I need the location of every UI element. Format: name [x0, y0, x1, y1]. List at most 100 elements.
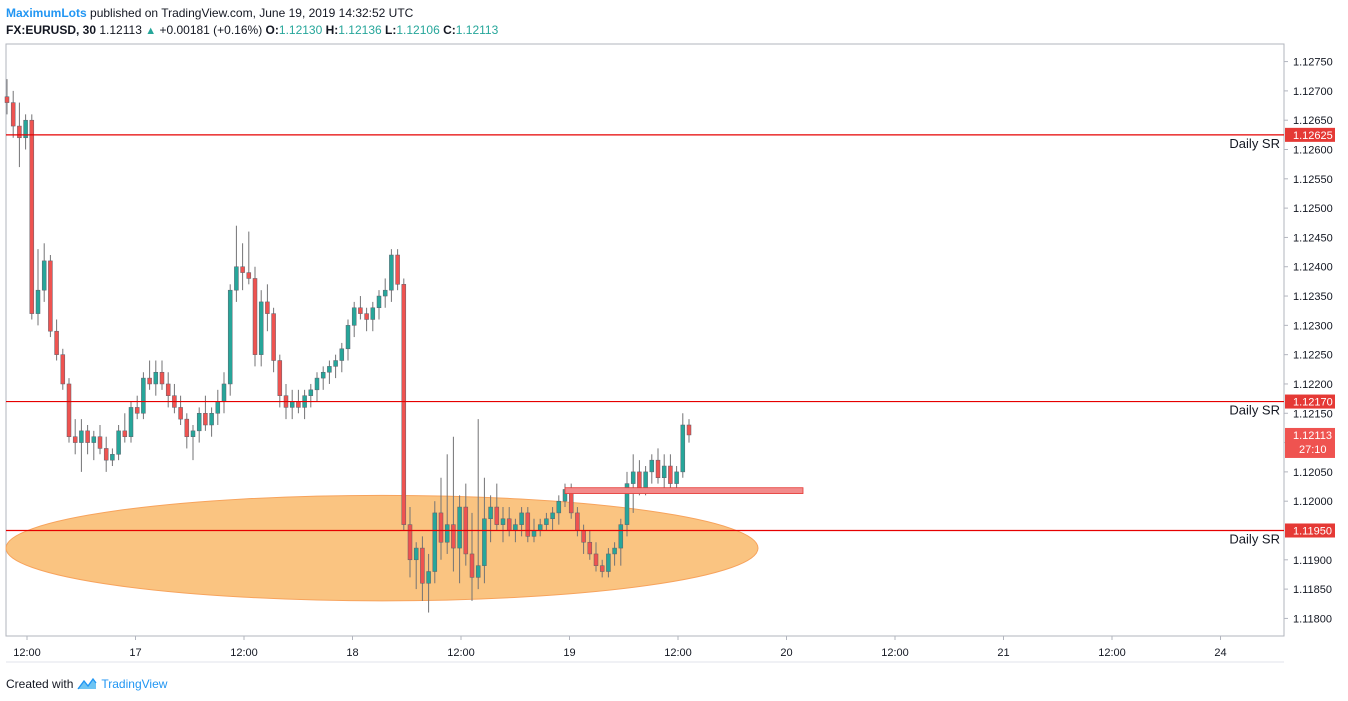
- candle: [618, 518, 624, 566]
- candle: [128, 401, 134, 443]
- candle-body: [271, 313, 276, 361]
- open-label: O:: [265, 23, 279, 37]
- candle-body: [289, 401, 295, 408]
- candle: [370, 301, 376, 332]
- current-price-label: 1.12113: [1293, 430, 1332, 442]
- candle: [382, 278, 388, 308]
- candle-body: [444, 524, 450, 543]
- candle-body: [612, 547, 617, 555]
- candle: [327, 360, 332, 384]
- candle: [66, 378, 72, 443]
- candle-body: [482, 518, 487, 566]
- candle: [85, 424, 90, 455]
- candle-body: [599, 565, 605, 572]
- candle: [420, 536, 425, 601]
- y-tick-label: 1.12750: [1293, 57, 1333, 69]
- candle: [48, 255, 53, 338]
- candle: [407, 507, 413, 578]
- created-with-text: Created with: [6, 677, 74, 691]
- x-tick-label: 20: [780, 647, 792, 659]
- candle-body: [680, 424, 686, 473]
- y-tick-label: 1.12700: [1293, 86, 1333, 98]
- candle-body: [48, 260, 53, 332]
- candle-body: [345, 325, 351, 350]
- candle-body: [649, 459, 655, 473]
- candle-body: [103, 448, 109, 461]
- author-link[interactable]: MaximumLots: [6, 6, 87, 20]
- y-tick-label: 1.11900: [1293, 555, 1332, 567]
- candle: [110, 448, 115, 467]
- candle: [550, 507, 555, 531]
- candle: [401, 278, 407, 531]
- candle: [525, 507, 531, 543]
- candle-body: [308, 389, 314, 396]
- candle: [29, 114, 35, 320]
- candle-body: [314, 377, 320, 391]
- candle: [314, 372, 320, 402]
- candle-body: [513, 524, 518, 531]
- candle-body: [258, 301, 264, 355]
- candle: [209, 407, 214, 437]
- candle-body: [475, 565, 481, 578]
- low-label: L:: [385, 23, 397, 37]
- candle: [234, 225, 239, 302]
- candle-body: [525, 512, 531, 537]
- candle-body: [203, 413, 208, 426]
- tradingview-logo-icon: [77, 677, 97, 690]
- candle: [519, 507, 524, 537]
- candle-body: [550, 512, 555, 520]
- candle-body: [35, 289, 41, 314]
- candle: [172, 383, 177, 414]
- candle: [147, 360, 152, 390]
- candle: [35, 249, 41, 326]
- y-tick-label: 1.12500: [1293, 203, 1333, 215]
- open-value: 1.12130: [278, 23, 323, 37]
- candle-body: [500, 518, 506, 525]
- high-label: H:: [325, 23, 339, 37]
- candle-body: [351, 307, 357, 326]
- candle: [364, 307, 369, 332]
- candle-body: [240, 266, 245, 273]
- candle-body: [382, 289, 388, 297]
- candle-body: [190, 430, 196, 437]
- y-tick-label: 1.12000: [1293, 496, 1333, 508]
- candle-body: [327, 366, 332, 373]
- candle-body: [364, 313, 369, 320]
- candle-body: [655, 459, 661, 478]
- candle: [4, 79, 10, 115]
- tradingview-link[interactable]: TradingView: [101, 677, 168, 691]
- x-tick-label: 12:00: [230, 647, 258, 659]
- candle: [606, 548, 611, 578]
- sr-label: Daily SR: [1229, 531, 1280, 546]
- candle-body: [581, 530, 586, 543]
- candle: [612, 542, 617, 566]
- candle-body: [587, 541, 593, 555]
- y-tick-label: 1.12650: [1293, 115, 1333, 127]
- candle-body: [575, 512, 580, 531]
- candle-body: [265, 301, 270, 314]
- candle-body: [339, 348, 345, 361]
- candle: [240, 243, 245, 291]
- candle-body: [426, 571, 431, 584]
- sr-price-tag-label: 1.12625: [1293, 130, 1333, 142]
- candle-body: [333, 360, 338, 367]
- candle: [196, 407, 202, 443]
- candle: [544, 512, 549, 531]
- candle: [10, 90, 16, 138]
- candle: [103, 436, 109, 472]
- candle: [469, 512, 475, 601]
- candle-body: [544, 518, 549, 525]
- candle-body: [370, 307, 376, 320]
- candle: [184, 413, 190, 449]
- countdown-label: 27:10: [1299, 444, 1327, 456]
- candle: [116, 424, 121, 461]
- sr-price-tag: [1285, 127, 1335, 142]
- candle-body: [376, 295, 382, 309]
- candle-body: [128, 407, 134, 437]
- candle: [60, 348, 66, 390]
- candle: [41, 243, 47, 302]
- candle-body: [593, 553, 599, 566]
- y-tick-label: 1.11850: [1293, 584, 1332, 596]
- published-text: published on TradingView.com, June 19, 2…: [86, 6, 414, 20]
